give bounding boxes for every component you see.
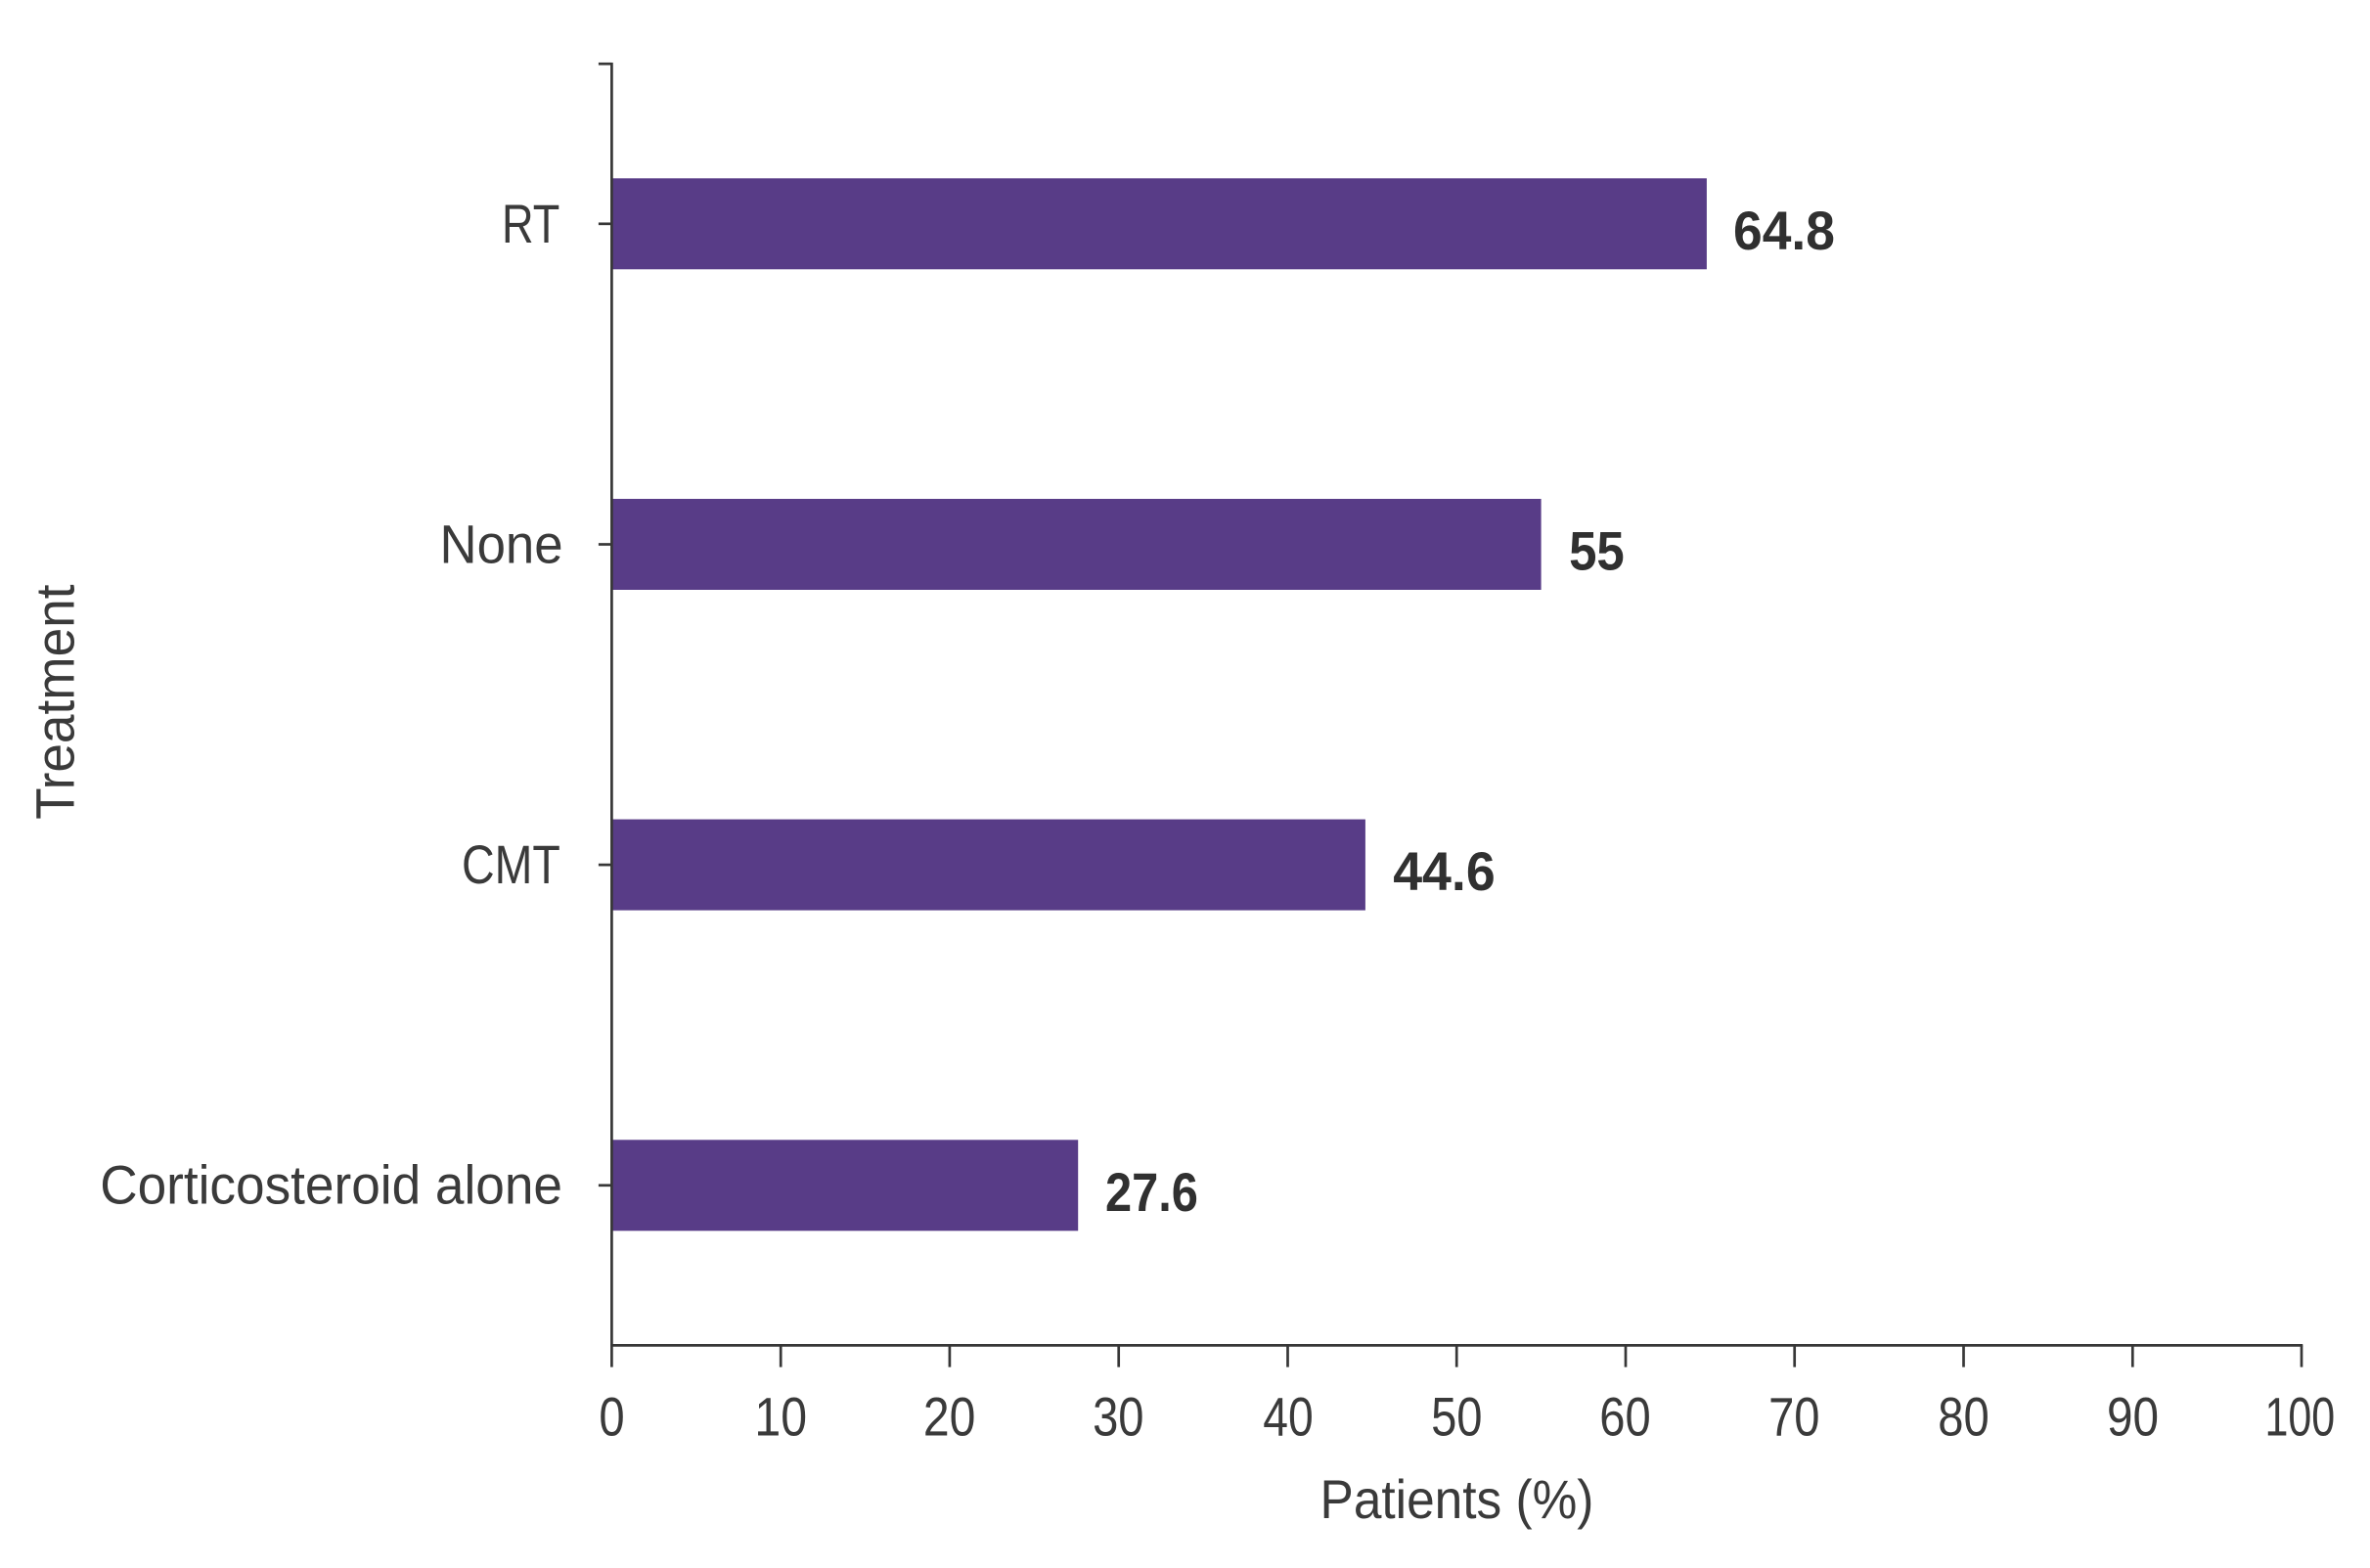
svg-text:70: 70 [1768, 1387, 1819, 1448]
svg-text:80: 80 [1938, 1387, 1989, 1448]
svg-text:64.8: 64.8 [1733, 201, 1835, 261]
svg-text:50: 50 [1431, 1387, 1482, 1448]
svg-text:40: 40 [1263, 1387, 1313, 1448]
svg-text:Corticosteroid alone: Corticosteroid alone [100, 1155, 562, 1216]
svg-text:10: 10 [754, 1387, 807, 1448]
svg-text:None: None [440, 514, 563, 574]
svg-text:RT: RT [502, 194, 559, 254]
svg-text:0: 0 [599, 1387, 624, 1448]
svg-text:CMT: CMT [462, 834, 560, 895]
svg-text:Patients (%): Patients (%) [1320, 1469, 1594, 1530]
svg-text:27.6: 27.6 [1105, 1162, 1198, 1223]
svg-text:60: 60 [1599, 1387, 1650, 1448]
svg-text:30: 30 [1093, 1387, 1143, 1448]
svg-text:100: 100 [2264, 1387, 2335, 1448]
svg-text:Treatment: Treatment [24, 585, 85, 820]
svg-text:44.6: 44.6 [1393, 841, 1496, 902]
svg-text:90: 90 [2107, 1387, 2159, 1448]
svg-text:55: 55 [1569, 521, 1625, 582]
svg-text:20: 20 [923, 1387, 976, 1448]
